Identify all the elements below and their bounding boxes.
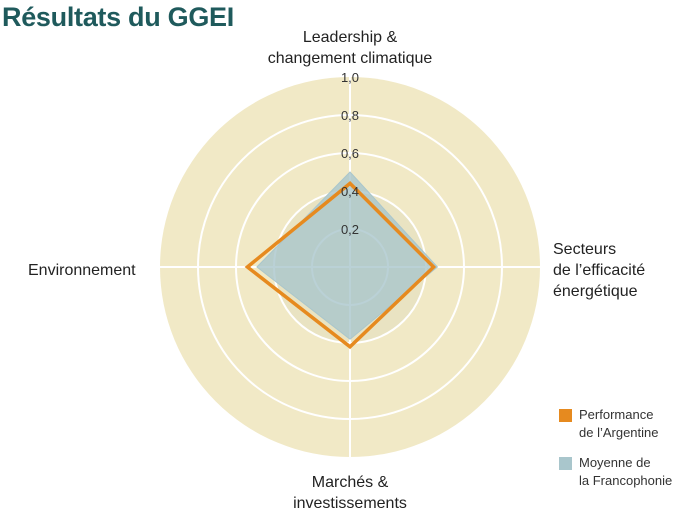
radar-tick-label: 0,6 bbox=[341, 146, 359, 161]
legend-label-line: Performance bbox=[579, 407, 654, 422]
axis-label-leadership: Leadership & changement climatique bbox=[200, 27, 500, 69]
chart-title: Résultats du GGEI bbox=[2, 2, 234, 32]
series-layer bbox=[244, 171, 439, 350]
legend-item-francophonie: Moyenne de la Francophonie bbox=[559, 454, 672, 490]
radar-tick-label: 1,0 bbox=[341, 70, 359, 85]
radar-tick-label: 0,2 bbox=[341, 222, 359, 237]
axis-label-line: Marchés & bbox=[311, 474, 389, 491]
axis-label-marches: Marchés & investissements bbox=[200, 472, 500, 514]
axis-label-line: énergétique bbox=[553, 283, 638, 300]
axis-label-line: Secteurs bbox=[553, 241, 617, 258]
legend-label-line: la Francophonie bbox=[579, 473, 673, 488]
axis-label-secteurs: Secteurs de l’efficacité énergétique bbox=[553, 239, 645, 302]
radar-tick-label: 0,4 bbox=[341, 184, 359, 199]
axis-label-line: de l’efficacité bbox=[553, 262, 646, 279]
legend-swatch-orange bbox=[559, 409, 572, 422]
legend-label-line: de l’Argentine bbox=[579, 425, 659, 440]
legend-item-argentine: Performance de l’Argentine bbox=[559, 406, 672, 442]
legend-swatch-blue bbox=[559, 457, 572, 470]
series-argentine-line bbox=[244, 181, 437, 350]
axis-label-line: changement climatique bbox=[267, 50, 433, 67]
axis-label-environnement: Environnement bbox=[28, 260, 136, 281]
legend: Performance de l’Argentine Moyenne de la… bbox=[559, 406, 672, 502]
axis-label-line: investissements bbox=[293, 495, 407, 512]
axis-label-line: Environnement bbox=[28, 262, 136, 279]
tick-labels: 0,2 0,4 0,6 0,8 1,0 bbox=[341, 70, 359, 237]
legend-label-line: Moyenne de bbox=[579, 455, 651, 470]
radar-tick-label: 0,8 bbox=[341, 108, 359, 123]
axis-label-line: Leadership & bbox=[302, 29, 398, 46]
